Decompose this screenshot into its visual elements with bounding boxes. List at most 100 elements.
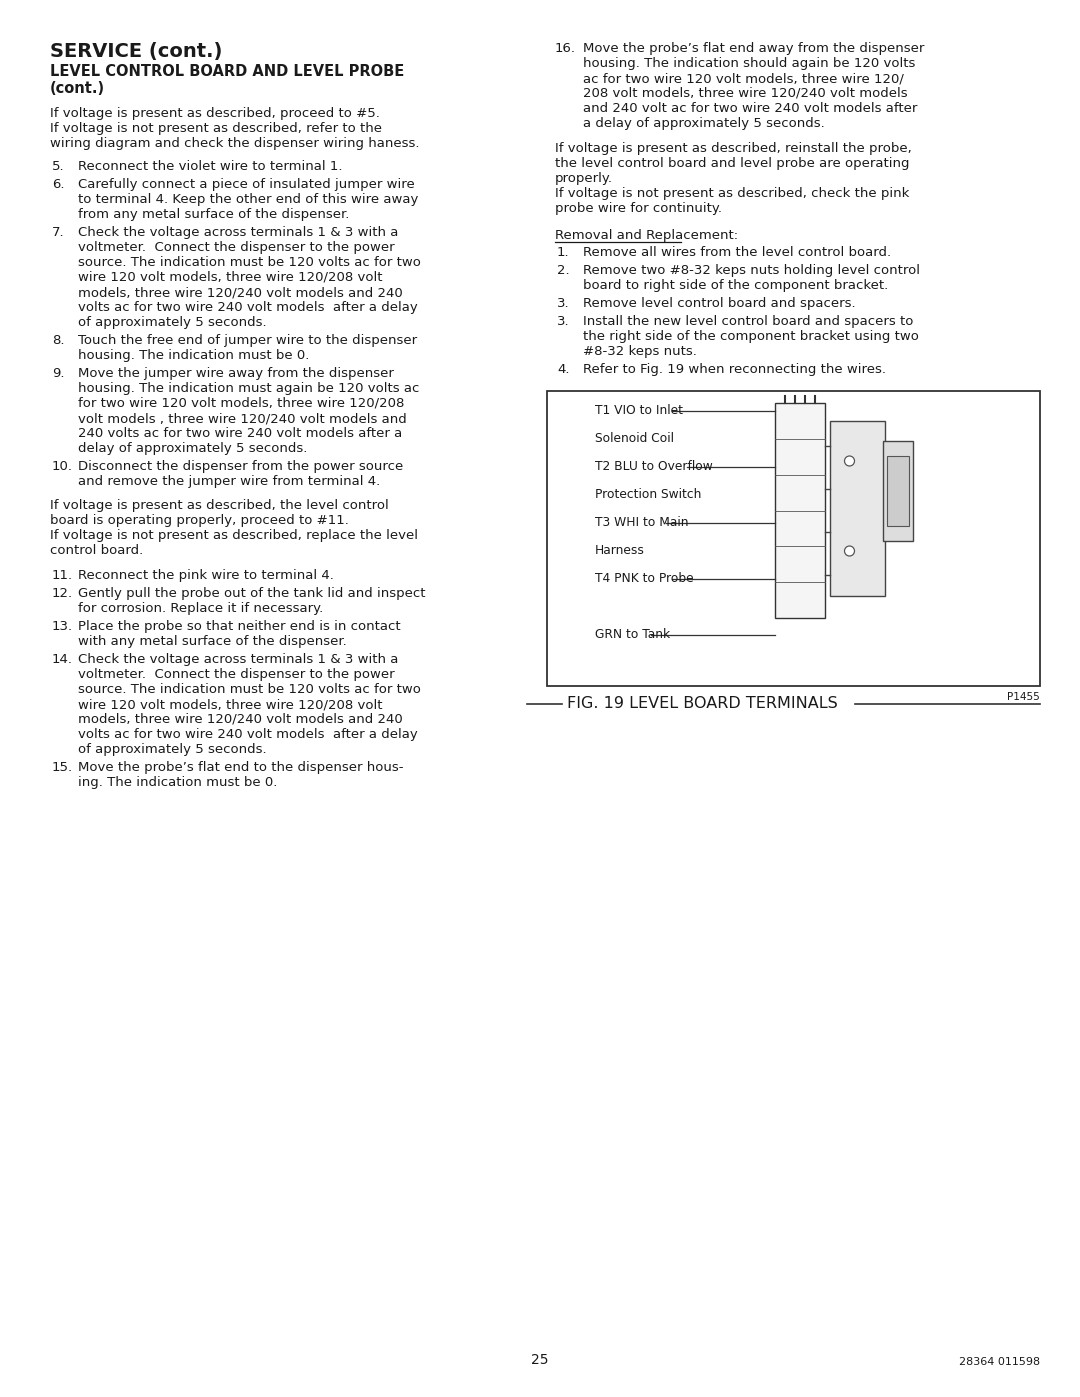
Text: 6.: 6.: [52, 177, 65, 191]
Text: and 240 volt ac for two wire 240 volt models after: and 240 volt ac for two wire 240 volt mo…: [583, 102, 917, 115]
Text: T2 BLU to Overflow: T2 BLU to Overflow: [595, 461, 713, 474]
Text: FIG. 19 LEVEL BOARD TERMINALS: FIG. 19 LEVEL BOARD TERMINALS: [567, 697, 838, 711]
Text: wire 120 volt models, three wire 120/208 volt: wire 120 volt models, three wire 120/208…: [78, 271, 382, 284]
Text: ing. The indication must be 0.: ing. The indication must be 0.: [78, 775, 278, 789]
Text: Reconnect the violet wire to terminal 1.: Reconnect the violet wire to terminal 1.: [78, 161, 342, 173]
Text: Disconnect the dispenser from the power source: Disconnect the dispenser from the power …: [78, 460, 403, 474]
Text: wire 120 volt models, three wire 120/208 volt: wire 120 volt models, three wire 120/208…: [78, 698, 382, 711]
Text: the right side of the component bracket using two: the right side of the component bracket …: [583, 330, 919, 344]
Text: 16.: 16.: [555, 42, 576, 54]
Bar: [831, 420, 885, 597]
Text: models, three wire 120/240 volt models and 240: models, three wire 120/240 volt models a…: [78, 286, 403, 299]
Circle shape: [845, 546, 854, 556]
Text: 25: 25: [531, 1354, 549, 1368]
Text: 240 volts ac for two wire 240 volt models after a: 240 volts ac for two wire 240 volt model…: [78, 427, 402, 440]
Text: If voltage is present as described, reinstall the probe,: If voltage is present as described, rein…: [555, 142, 912, 155]
Text: and remove the jumper wire from terminal 4.: and remove the jumper wire from terminal…: [78, 475, 380, 488]
Text: 2.: 2.: [557, 264, 569, 277]
Text: T4 PNK to Probe: T4 PNK to Probe: [595, 573, 693, 585]
Text: LEVEL CONTROL BOARD AND LEVEL PROBE: LEVEL CONTROL BOARD AND LEVEL PROBE: [50, 64, 404, 80]
Text: Remove two #8-32 keps nuts holding level control: Remove two #8-32 keps nuts holding level…: [583, 264, 920, 277]
Text: source. The indication must be 120 volts ac for two: source. The indication must be 120 volts…: [78, 256, 421, 270]
Text: Move the jumper wire away from the dispenser: Move the jumper wire away from the dispe…: [78, 367, 394, 380]
Text: voltmeter.  Connect the dispenser to the power: voltmeter. Connect the dispenser to the …: [78, 242, 394, 254]
Bar: [546, 391, 1040, 686]
Text: 11.: 11.: [52, 569, 73, 583]
Text: Check the voltage across terminals 1 & 3 with a: Check the voltage across terminals 1 & 3…: [78, 652, 399, 666]
Text: Removal and Replacement:: Removal and Replacement:: [555, 229, 738, 242]
Text: Remove level control board and spacers.: Remove level control board and spacers.: [583, 298, 855, 310]
Text: 28364 011598: 28364 011598: [959, 1356, 1040, 1368]
Text: of approximately 5 seconds.: of approximately 5 seconds.: [78, 743, 267, 756]
Text: probe wire for continuity.: probe wire for continuity.: [555, 203, 723, 215]
Text: Reconnect the pink wire to terminal 4.: Reconnect the pink wire to terminal 4.: [78, 569, 334, 583]
Text: If voltage is not present as described, check the pink: If voltage is not present as described, …: [555, 187, 909, 200]
Text: (cont.): (cont.): [50, 81, 105, 96]
Text: If voltage is not present as described, replace the level: If voltage is not present as described, …: [50, 529, 418, 542]
Text: If voltage is present as described, proceed to #5.: If voltage is present as described, proc…: [50, 108, 380, 120]
Text: Refer to Fig. 19 when reconnecting the wires.: Refer to Fig. 19 when reconnecting the w…: [583, 363, 886, 376]
Text: 9.: 9.: [52, 367, 65, 380]
Text: 12.: 12.: [52, 587, 73, 599]
Text: Carefully connect a piece of insulated jumper wire: Carefully connect a piece of insulated j…: [78, 177, 415, 191]
Text: 13.: 13.: [52, 620, 73, 633]
Text: Install the new level control board and spacers to: Install the new level control board and …: [583, 314, 914, 328]
Text: properly.: properly.: [555, 172, 613, 184]
Text: volt models , three wire 120/240 volt models and: volt models , three wire 120/240 volt mo…: [78, 412, 407, 425]
Text: housing. The indication must again be 120 volts ac: housing. The indication must again be 12…: [78, 381, 419, 395]
Text: 4.: 4.: [557, 363, 569, 376]
Text: source. The indication must be 120 volts ac for two: source. The indication must be 120 volts…: [78, 683, 421, 696]
Text: with any metal surface of the dispenser.: with any metal surface of the dispenser.: [78, 636, 347, 648]
Text: GRN to Tank: GRN to Tank: [595, 629, 670, 641]
Text: Remove all wires from the level control board.: Remove all wires from the level control …: [583, 246, 891, 258]
Text: 5.: 5.: [52, 161, 65, 173]
Text: Solenoid Coil: Solenoid Coil: [595, 433, 674, 446]
Text: housing. The indication should again be 120 volts: housing. The indication should again be …: [583, 57, 916, 70]
Text: 10.: 10.: [52, 460, 73, 474]
Text: 3.: 3.: [557, 314, 569, 328]
Text: delay of approximately 5 seconds.: delay of approximately 5 seconds.: [78, 441, 308, 455]
Text: Place the probe so that neither end is in contact: Place the probe so that neither end is i…: [78, 620, 401, 633]
Text: for corrosion. Replace it if necessary.: for corrosion. Replace it if necessary.: [78, 602, 323, 615]
Text: volts ac for two wire 240 volt models  after a delay: volts ac for two wire 240 volt models af…: [78, 300, 418, 314]
Text: the level control board and level probe are operating: the level control board and level probe …: [555, 156, 909, 170]
Text: ac for two wire 120 volt models, three wire 120/: ac for two wire 120 volt models, three w…: [583, 73, 904, 85]
Text: Harness: Harness: [595, 545, 645, 557]
Text: 3.: 3.: [557, 298, 569, 310]
Text: T3 WHI to Main: T3 WHI to Main: [595, 517, 689, 529]
Circle shape: [845, 455, 854, 467]
Text: models, three wire 120/240 volt models and 240: models, three wire 120/240 volt models a…: [78, 712, 403, 726]
Text: board to right side of the component bracket.: board to right side of the component bra…: [583, 279, 888, 292]
Text: #8-32 keps nuts.: #8-32 keps nuts.: [583, 345, 697, 358]
Bar: [887, 455, 909, 527]
Text: of approximately 5 seconds.: of approximately 5 seconds.: [78, 316, 267, 330]
Bar: [883, 441, 913, 541]
Text: a delay of approximately 5 seconds.: a delay of approximately 5 seconds.: [583, 117, 825, 130]
Text: Move the probe’s flat end away from the dispenser: Move the probe’s flat end away from the …: [583, 42, 924, 54]
Text: Protection Switch: Protection Switch: [595, 489, 701, 502]
Text: control board.: control board.: [50, 543, 144, 557]
Text: housing. The indication must be 0.: housing. The indication must be 0.: [78, 349, 309, 362]
Text: P1455: P1455: [1008, 692, 1040, 703]
Text: SERVICE (cont.): SERVICE (cont.): [50, 42, 222, 61]
Text: from any metal surface of the dispenser.: from any metal surface of the dispenser.: [78, 208, 349, 221]
Text: 14.: 14.: [52, 652, 73, 666]
Text: 208 volt models, three wire 120/240 volt models: 208 volt models, three wire 120/240 volt…: [583, 87, 907, 101]
Text: 7.: 7.: [52, 226, 65, 239]
Text: Check the voltage across terminals 1 & 3 with a: Check the voltage across terminals 1 & 3…: [78, 226, 399, 239]
Text: 8.: 8.: [52, 334, 65, 346]
Text: for two wire 120 volt models, three wire 120/208: for two wire 120 volt models, three wire…: [78, 397, 404, 409]
Text: Touch the free end of jumper wire to the dispenser: Touch the free end of jumper wire to the…: [78, 334, 417, 346]
Text: volts ac for two wire 240 volt models  after a delay: volts ac for two wire 240 volt models af…: [78, 728, 418, 740]
Text: 15.: 15.: [52, 761, 73, 774]
Text: T1 VIO to Inlet: T1 VIO to Inlet: [595, 405, 683, 418]
Text: wiring diagram and check the dispenser wiring haness.: wiring diagram and check the dispenser w…: [50, 137, 419, 149]
Bar: [775, 402, 825, 617]
Text: to terminal 4. Keep the other end of this wire away: to terminal 4. Keep the other end of thi…: [78, 193, 418, 205]
Text: Move the probe’s flat end to the dispenser hous-: Move the probe’s flat end to the dispens…: [78, 761, 404, 774]
Text: If voltage is not present as described, refer to the: If voltage is not present as described, …: [50, 122, 382, 136]
Text: 1.: 1.: [557, 246, 569, 258]
Text: If voltage is present as described, the level control: If voltage is present as described, the …: [50, 499, 389, 511]
Text: voltmeter.  Connect the dispenser to the power: voltmeter. Connect the dispenser to the …: [78, 668, 394, 680]
Text: Gently pull the probe out of the tank lid and inspect: Gently pull the probe out of the tank li…: [78, 587, 426, 599]
